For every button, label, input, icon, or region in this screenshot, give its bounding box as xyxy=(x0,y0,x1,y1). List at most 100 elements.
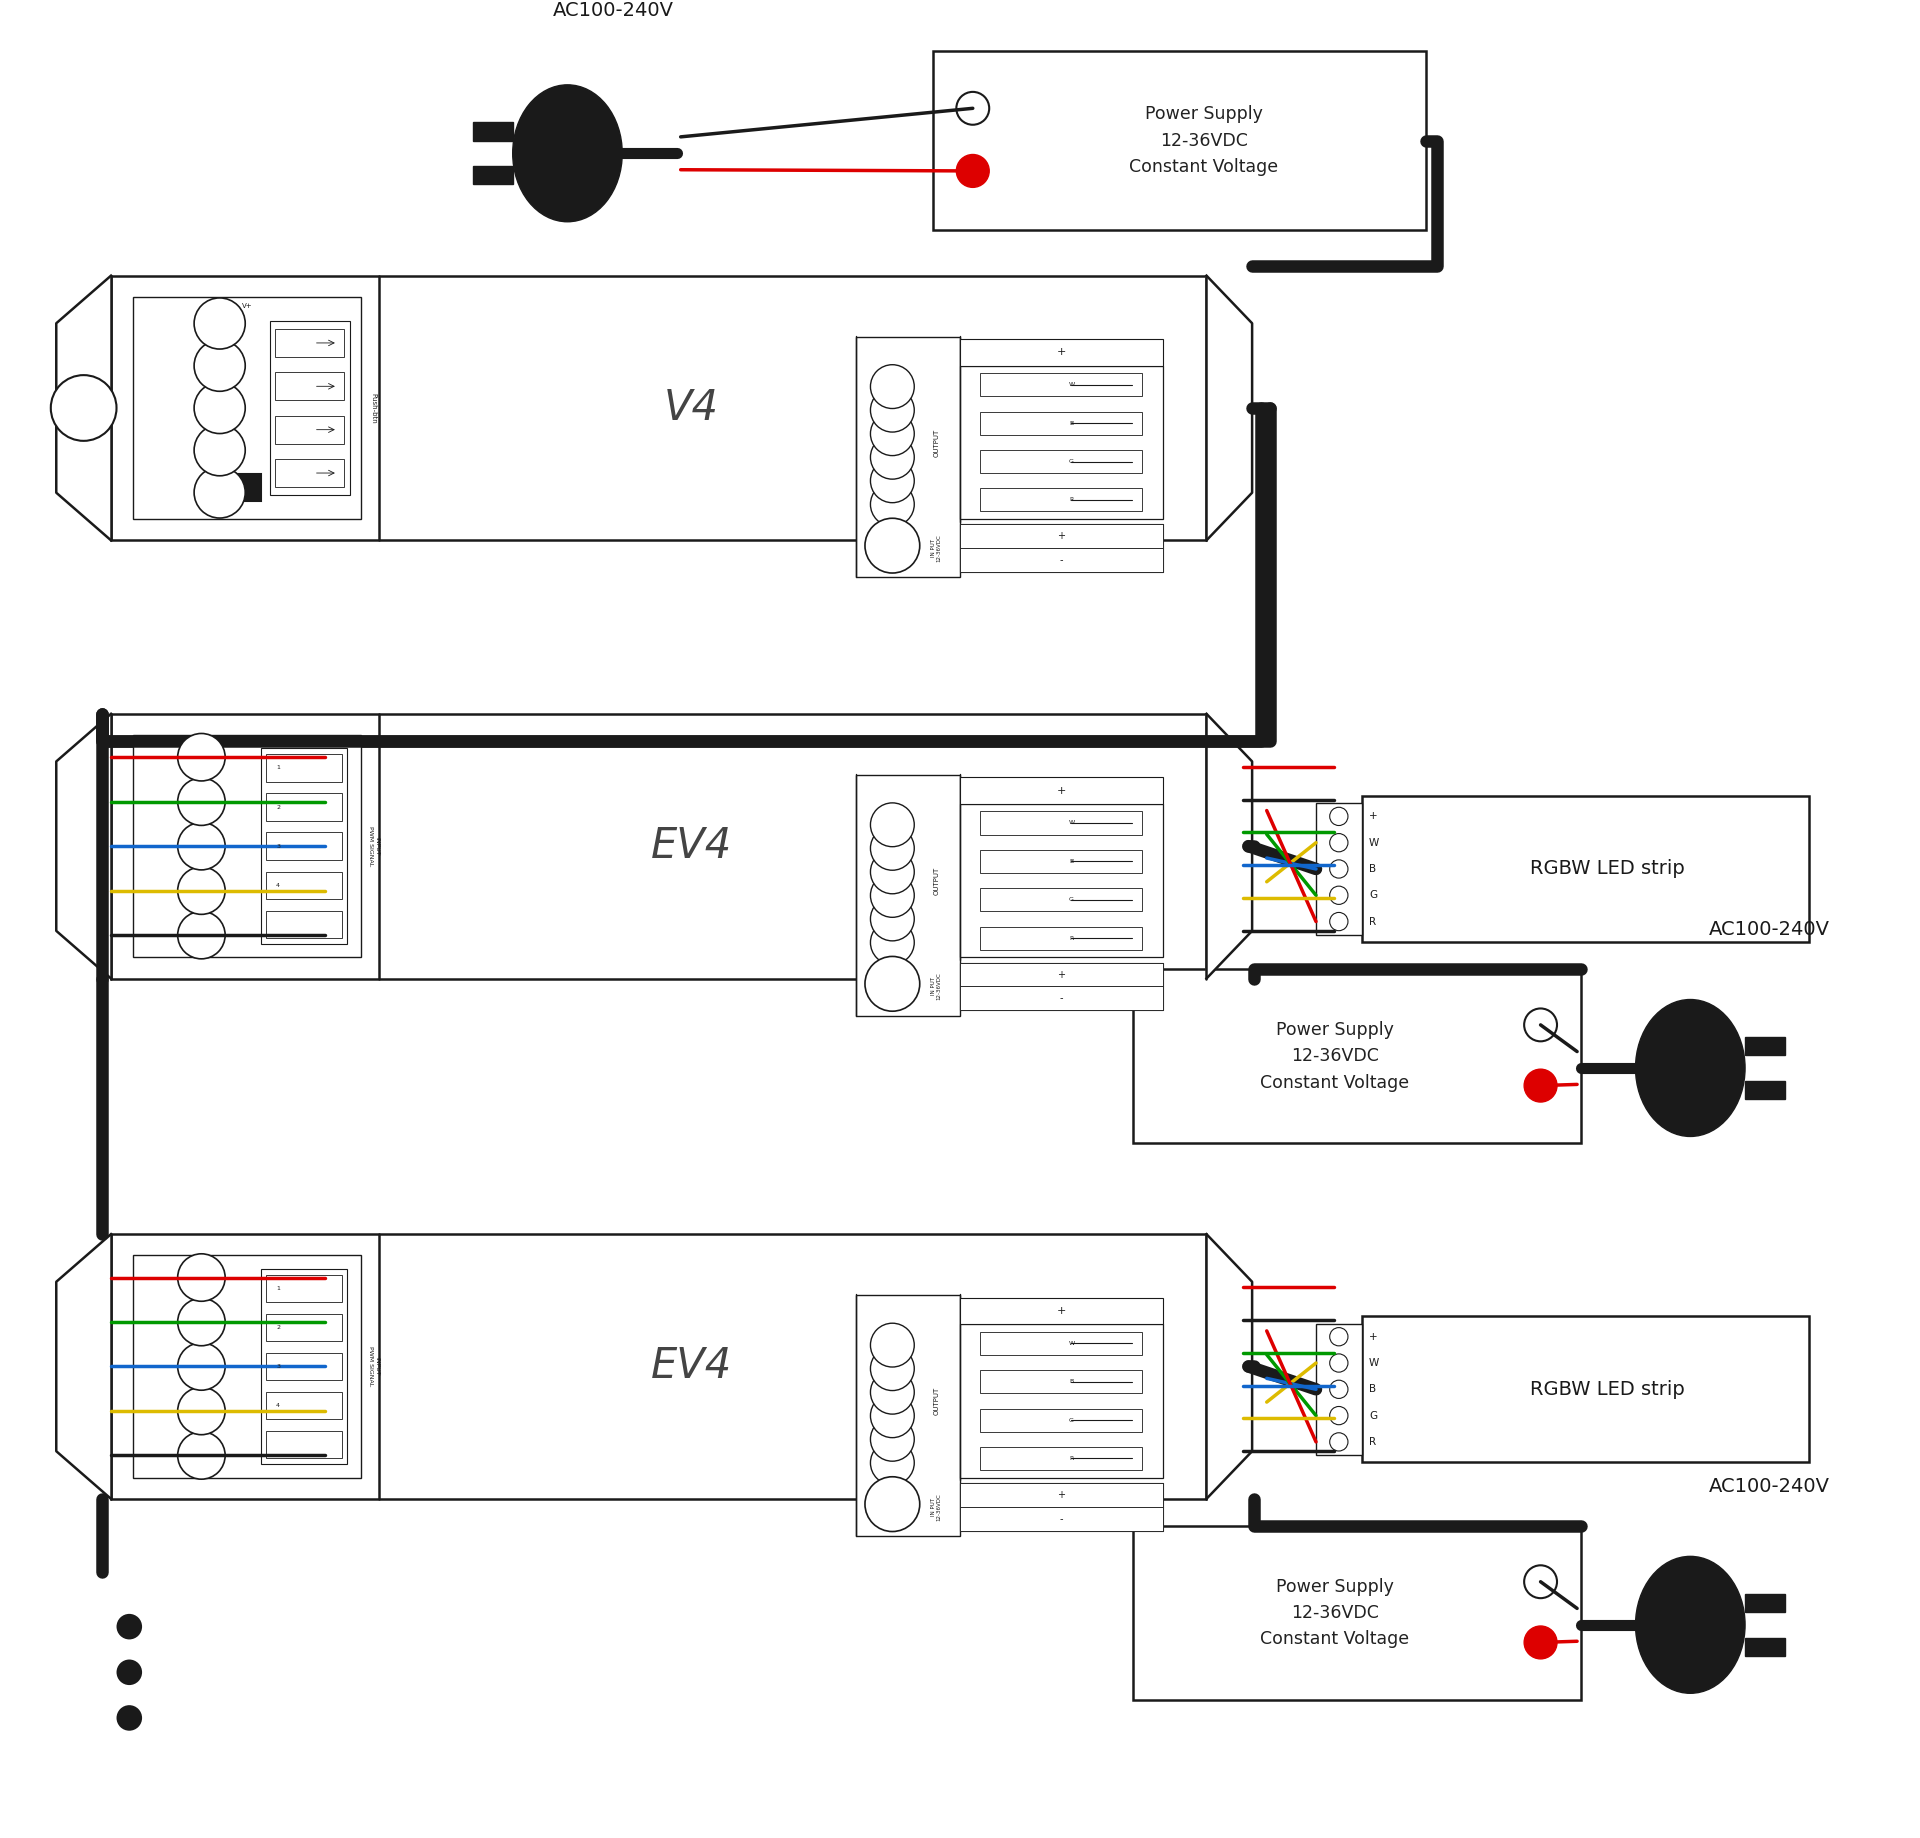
Text: R: R xyxy=(1069,1456,1073,1461)
Circle shape xyxy=(956,154,989,187)
Circle shape xyxy=(194,340,246,391)
Bar xyxy=(267,871,342,899)
Text: OUTPUT: OUTPUT xyxy=(933,1388,939,1415)
Circle shape xyxy=(179,733,225,781)
Bar xyxy=(981,450,1142,472)
Bar xyxy=(267,1353,342,1380)
Circle shape xyxy=(194,298,246,349)
Text: +: + xyxy=(1058,531,1066,542)
Circle shape xyxy=(179,777,225,825)
Bar xyxy=(856,336,960,577)
Text: +: + xyxy=(1056,347,1066,357)
Bar xyxy=(1361,1316,1809,1463)
Bar xyxy=(960,987,1164,1011)
Ellipse shape xyxy=(513,85,622,222)
Bar xyxy=(981,489,1142,511)
Text: W: W xyxy=(1068,1342,1075,1345)
Text: +: + xyxy=(1058,970,1066,980)
Text: 4: 4 xyxy=(276,1402,280,1408)
Text: G: G xyxy=(1369,890,1377,901)
Circle shape xyxy=(1331,860,1348,879)
Circle shape xyxy=(870,1347,914,1391)
Text: W: W xyxy=(1068,382,1075,388)
Circle shape xyxy=(179,1388,225,1435)
Circle shape xyxy=(194,425,246,476)
Bar xyxy=(275,329,344,357)
Bar xyxy=(960,524,1164,548)
Circle shape xyxy=(1524,1070,1557,1103)
Text: B: B xyxy=(1069,858,1073,864)
Bar xyxy=(960,1483,1164,1531)
Text: Power Supply
12-36VDC
Constant Voltage: Power Supply 12-36VDC Constant Voltage xyxy=(1129,105,1279,176)
Circle shape xyxy=(870,921,914,965)
Text: W: W xyxy=(1369,838,1379,847)
Text: INPUT
PWM SIGNAL: INPUT PWM SIGNAL xyxy=(369,1347,378,1386)
Circle shape xyxy=(870,388,914,432)
Circle shape xyxy=(179,1298,225,1345)
Text: B: B xyxy=(1369,864,1377,875)
Circle shape xyxy=(866,518,920,573)
Bar xyxy=(981,849,1142,873)
Bar xyxy=(1745,1638,1786,1656)
Bar xyxy=(1745,1594,1786,1612)
Text: EV4: EV4 xyxy=(651,825,732,868)
Circle shape xyxy=(1331,807,1348,825)
Bar xyxy=(267,794,342,822)
Circle shape xyxy=(870,364,914,408)
Bar xyxy=(960,963,1164,987)
Text: -: - xyxy=(1060,993,1064,1004)
Circle shape xyxy=(870,1417,914,1461)
Bar xyxy=(267,1391,342,1419)
Text: R: R xyxy=(1369,1437,1377,1447)
Circle shape xyxy=(870,849,914,893)
Circle shape xyxy=(870,897,914,941)
Bar xyxy=(1315,1323,1361,1456)
Bar xyxy=(960,340,1164,366)
Text: R: R xyxy=(1069,498,1073,502)
Text: W: W xyxy=(1369,1358,1379,1367)
Circle shape xyxy=(870,873,914,917)
Text: AC100-240V: AC100-240V xyxy=(553,2,674,20)
Circle shape xyxy=(866,1476,920,1531)
Circle shape xyxy=(179,1254,225,1301)
Bar xyxy=(267,1432,342,1459)
Text: W: W xyxy=(1068,820,1075,825)
Text: OUTPUT: OUTPUT xyxy=(933,866,939,895)
Circle shape xyxy=(179,912,225,959)
Circle shape xyxy=(870,482,914,526)
Bar xyxy=(1745,1037,1786,1055)
Bar xyxy=(472,123,513,140)
Bar xyxy=(234,474,261,502)
Text: AC100-240V: AC100-240V xyxy=(1709,1476,1830,1496)
Bar xyxy=(960,803,1164,958)
Circle shape xyxy=(1331,1406,1348,1424)
Circle shape xyxy=(117,1614,142,1639)
Text: OUTPUT: OUTPUT xyxy=(933,428,939,456)
Bar xyxy=(111,276,1206,540)
Ellipse shape xyxy=(1636,1000,1745,1136)
Circle shape xyxy=(866,956,920,1011)
Polygon shape xyxy=(1206,276,1252,540)
Text: 1: 1 xyxy=(276,1287,280,1290)
Ellipse shape xyxy=(1636,1557,1745,1693)
Text: 2: 2 xyxy=(276,805,280,809)
Bar xyxy=(981,926,1142,950)
Bar xyxy=(981,1408,1142,1432)
Text: -: - xyxy=(1060,555,1064,566)
Circle shape xyxy=(870,827,914,869)
Bar xyxy=(132,296,361,518)
Bar xyxy=(1361,796,1809,943)
Polygon shape xyxy=(56,276,111,540)
Circle shape xyxy=(1524,1627,1557,1660)
Circle shape xyxy=(870,436,914,480)
Polygon shape xyxy=(56,1233,111,1498)
Circle shape xyxy=(179,1344,225,1390)
Circle shape xyxy=(50,375,117,441)
Circle shape xyxy=(1331,1380,1348,1399)
Bar xyxy=(981,1333,1142,1355)
Bar xyxy=(132,1255,361,1478)
Circle shape xyxy=(117,1706,142,1731)
Bar xyxy=(267,912,342,937)
Polygon shape xyxy=(1206,713,1252,978)
Text: IN PUT
12-36VDC: IN PUT 12-36VDC xyxy=(931,535,941,562)
